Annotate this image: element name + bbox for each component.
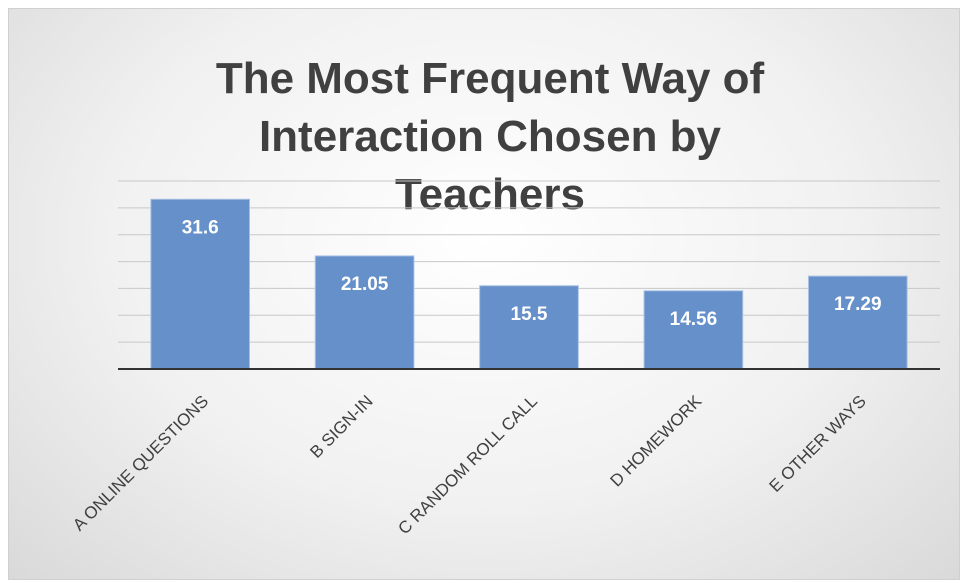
bar: [643, 290, 744, 370]
x-tick-label: B SIGN-IN: [306, 392, 376, 462]
x-tick-label: C RANDOM ROLL CALL: [394, 392, 541, 539]
chart-title: The Most Frequent Way of Interaction Cho…: [215, 54, 765, 219]
data-label: 31.6: [182, 217, 219, 238]
data-label: 17.29: [834, 294, 882, 315]
x-tick-label: D HOMEWORK: [606, 391, 705, 490]
x-tick-label: E OTHER WAYS: [766, 392, 870, 496]
bar: [479, 285, 579, 370]
bar: [314, 255, 415, 370]
data-label: 21.05: [341, 274, 389, 295]
data-label: 14.56: [670, 309, 718, 330]
x-tick-label: A ONLINE QUESTIONS: [69, 392, 212, 535]
data-label: 15.5: [511, 304, 548, 325]
bar: [807, 275, 908, 370]
